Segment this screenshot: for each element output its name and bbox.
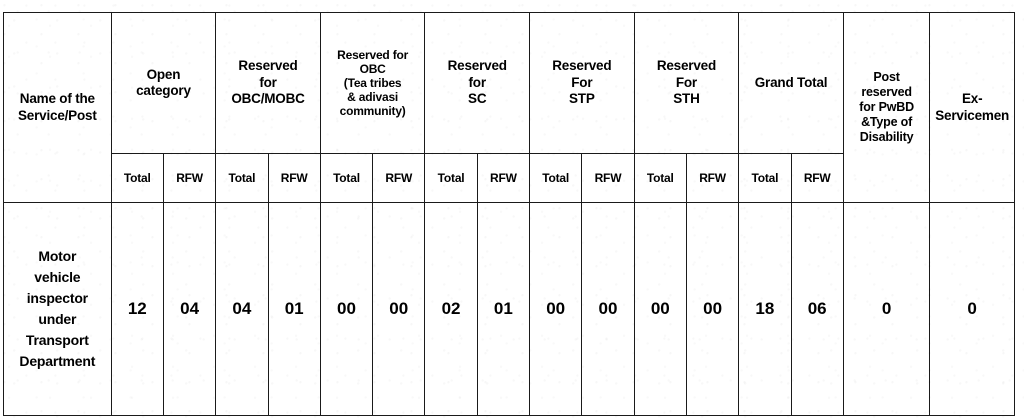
header-group-obc-tea-tribes: Reserved for OBC (Tea tribes & adivasi commu… bbox=[319, 12, 426, 154]
post-reservation-table: Name of the Service/Post Open category Res… bbox=[3, 12, 1015, 416]
subheader-obc-mobc-total: Total bbox=[215, 153, 269, 203]
cell-grand-total-rfw: 06 bbox=[790, 202, 844, 416]
cell-obc-tea-tribes-rfw: 00 bbox=[372, 202, 426, 416]
reservation-table-sheet: Name of the Service/Post Open category Res… bbox=[3, 12, 1015, 416]
subheader-grand-total-total: Total bbox=[738, 153, 792, 203]
header-subcolumn-row: Total RFW Total RFW Total RFW Total RFW … bbox=[4, 153, 1015, 203]
header-group-sc: Reserved for SC bbox=[424, 12, 531, 154]
header-name-of-service-post: Name of the Service/Post bbox=[3, 12, 112, 203]
subheader-obc-tea-tribes-total: Total bbox=[319, 153, 374, 203]
cell-stp-rfw: 00 bbox=[581, 202, 635, 416]
subheader-sc-total: Total bbox=[424, 153, 478, 203]
cell-pwbd: 0 bbox=[842, 202, 931, 416]
subheader-obc-mobc-rfw: RFW bbox=[267, 153, 321, 203]
subheader-grand-total-rfw: RFW bbox=[790, 153, 844, 203]
subheader-sth-rfw: RFW bbox=[685, 153, 740, 203]
cell-ex-servicemen: 0 bbox=[929, 202, 1015, 416]
cell-sth-total: 00 bbox=[633, 202, 687, 416]
subheader-open-category-rfw: RFW bbox=[162, 153, 217, 203]
header-group-obc-mobc: Reserved for OBC/MOBC bbox=[215, 12, 321, 154]
cell-obc-mobc-rfw: 01 bbox=[267, 202, 321, 416]
table-row: Motor vehicle inspector under Transport Depar… bbox=[3, 202, 1015, 416]
header-group-grand-total: Grand Total bbox=[738, 12, 844, 154]
subheader-sc-rfw: RFW bbox=[476, 153, 531, 203]
table-body: Motor vehicle inspector under Transport Depar… bbox=[3, 202, 1015, 416]
cell-post-name: Motor vehicle inspector under Transport Depar… bbox=[3, 202, 112, 416]
cell-open-category-total: 12 bbox=[110, 202, 164, 416]
header-ex-servicemen: Ex- Servicemen bbox=[929, 12, 1015, 203]
cell-grand-total-total: 18 bbox=[738, 202, 792, 416]
subheader-stp-total: Total bbox=[529, 153, 583, 203]
subheader-sth-total: Total bbox=[633, 153, 687, 203]
table-header: Name of the Service/Post Open category Res… bbox=[3, 12, 1015, 203]
header-post-reserved-pwbd: Post reserved for PwBD &Type of Disability bbox=[842, 12, 931, 203]
cell-sc-total: 02 bbox=[424, 202, 478, 416]
subheader-stp-rfw: RFW bbox=[581, 153, 635, 203]
cell-open-category-rfw: 04 bbox=[162, 202, 217, 416]
subheader-open-category-total: Total bbox=[110, 153, 164, 203]
header-group-row: Name of the Service/Post Open category Res… bbox=[3, 12, 1015, 203]
subheader-obc-tea-tribes-rfw: RFW bbox=[372, 153, 426, 203]
cell-sc-rfw: 01 bbox=[476, 202, 531, 416]
header-group-open-category: Open category bbox=[110, 12, 217, 154]
header-group-stp: Reserved For STP bbox=[529, 12, 635, 154]
cell-sth-rfw: 00 bbox=[685, 202, 740, 416]
cell-stp-total: 00 bbox=[529, 202, 583, 416]
cell-obc-tea-tribes-total: 00 bbox=[319, 202, 374, 416]
cell-obc-mobc-total: 04 bbox=[215, 202, 269, 416]
header-group-sth: Reserved For STH bbox=[633, 12, 740, 154]
